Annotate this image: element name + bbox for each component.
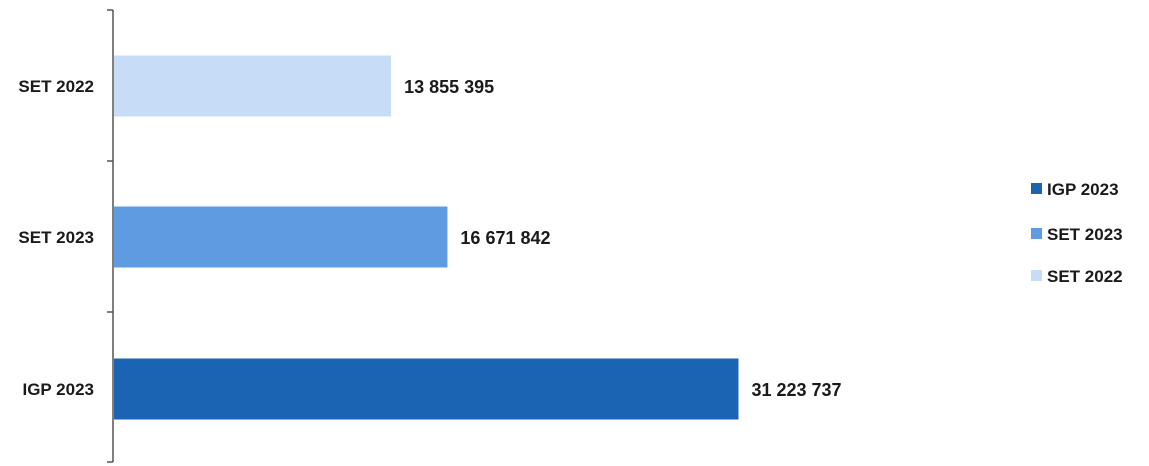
legend: IGP 2023 SET 2023 SET 2022 (1031, 180, 1123, 286)
bar-igp-2023 (114, 358, 739, 420)
category-label-igp-2023: IGP 2023 (22, 380, 94, 399)
legend-label-igp-2023: IGP 2023 (1047, 180, 1119, 199)
legend-swatch-set-2023 (1031, 228, 1042, 239)
category-label-set-2023: SET 2023 (18, 228, 94, 247)
value-label-igp-2023: 31 223 737 (751, 380, 841, 400)
category-label-set-2022: SET 2022 (18, 77, 94, 96)
value-label-set-2023: 16 671 842 (460, 228, 550, 248)
bar-set-2023 (114, 206, 448, 268)
legend-label-set-2022: SET 2022 (1047, 267, 1123, 286)
value-label-set-2022: 13 855 395 (404, 77, 494, 97)
legend-swatch-set-2022 (1031, 270, 1042, 281)
bar-set-2022 (114, 55, 392, 117)
legend-label-set-2023: SET 2023 (1047, 225, 1123, 244)
legend-swatch-igp-2023 (1031, 183, 1042, 194)
